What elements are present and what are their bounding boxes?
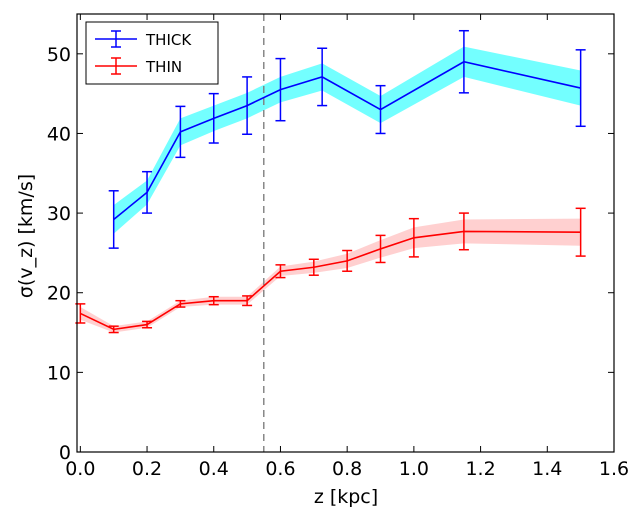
x-tick-label: 1.4	[532, 458, 562, 480]
errorbar-thick	[458, 29, 469, 94]
x-axis-label: z [kpc]	[314, 486, 378, 508]
errorbar-thick	[175, 105, 186, 159]
y-tick-label: 20	[47, 283, 71, 305]
errorbar-thin	[375, 234, 386, 264]
errorbar-thick	[142, 170, 153, 214]
legend-entry-thin: THIN	[95, 57, 182, 76]
errorbar-thin	[308, 258, 319, 276]
series-line-thick	[113, 60, 581, 221]
y-tick-label: 40	[47, 123, 71, 145]
band-thin	[80, 218, 581, 333]
y-tick-label: 0	[59, 442, 71, 464]
errorbar-thin	[342, 249, 353, 272]
x-tick-label: 0.2	[132, 458, 162, 480]
plot-frame	[76, 13, 615, 453]
errorbar-thin	[575, 207, 586, 257]
x-tick-label: 1.2	[465, 458, 495, 480]
errorbar-thin	[408, 217, 419, 258]
axis-ticks: 0.0 0.2 0.4 0.6 0.8 1.0 1.2 1.4 1.6 0 10 20 30 40 50	[47, 14, 629, 480]
y-tick-label: 50	[47, 44, 71, 66]
errorbar-thick	[242, 76, 253, 136]
x-tick-label: 1.0	[399, 458, 429, 480]
legend: THICK THIN	[85, 21, 219, 85]
errorbar-thick	[575, 49, 586, 128]
y-axis-label: σ(v_z) [km/s]	[15, 174, 37, 298]
errorbar-thin	[242, 295, 253, 307]
x-tick-label: 1.6	[599, 458, 629, 480]
y-tick-label: 10	[47, 362, 71, 384]
x-tick-label: 0.0	[65, 458, 95, 480]
legend-label: THIN	[145, 58, 182, 76]
errorbar-thick	[208, 92, 219, 144]
x-tick-label: 0.8	[332, 458, 362, 480]
errorbar-thin	[275, 264, 286, 279]
errorbar-thin	[175, 299, 186, 308]
uncertainty-bands	[80, 46, 581, 333]
errorbar-thick	[375, 84, 386, 135]
x-tick-label: 0.6	[265, 458, 295, 480]
x-tick-label: 0.4	[199, 458, 229, 480]
legend-entry-thick: THICK	[95, 30, 192, 49]
errorbar-thick	[108, 190, 119, 249]
data-series	[75, 29, 586, 334]
legend-label: THICK	[145, 31, 192, 49]
band-thick	[113, 46, 581, 234]
errorbar-thin	[142, 320, 153, 329]
errorbar-thick	[317, 47, 328, 107]
errorbar-thin	[458, 212, 469, 251]
legend-box	[85, 21, 219, 85]
errorbar-thick	[275, 57, 286, 122]
series-line-thin	[79, 230, 581, 331]
errorbar-thin	[108, 325, 119, 334]
y-tick-label: 30	[47, 203, 71, 225]
errorbar-thin	[208, 295, 219, 306]
